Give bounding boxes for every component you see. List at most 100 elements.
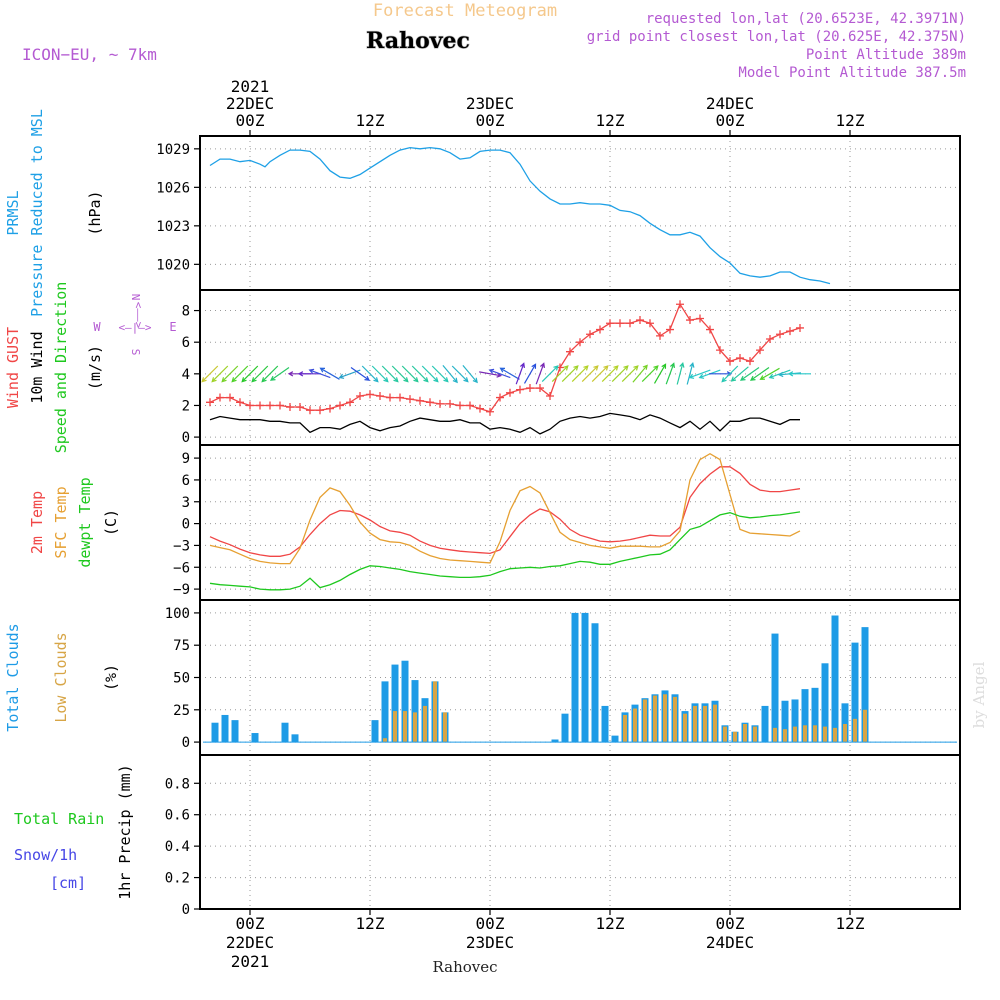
y-tick-label-pressure: 1029 <box>156 142 190 158</box>
wind-direction-arrow <box>421 365 439 383</box>
model-name: ICON−EU, ~ 7km <box>22 45 157 64</box>
compass-north: N <box>129 294 142 301</box>
y-tick-label-clouds: 100 <box>165 606 190 622</box>
side-label-total-clouds: Total Clouds <box>4 623 22 731</box>
x-tick-label-bottom: 12Z <box>596 914 625 933</box>
total-cloud-bar <box>611 735 619 743</box>
wind-direction-arrow <box>601 365 619 383</box>
low-cloud-bar <box>743 724 747 743</box>
gust-marker <box>466 401 474 410</box>
gust-marker <box>596 325 604 334</box>
low-cloud-bar <box>423 705 427 743</box>
wind-direction-arrow <box>611 365 629 383</box>
gust-marker <box>206 398 214 407</box>
wind-direction-arrow <box>730 366 749 382</box>
total-cloud-bar <box>781 700 789 743</box>
low-cloud-bar <box>713 704 717 743</box>
gust-marker <box>256 401 264 410</box>
y-axis-label-wind: (m/s) <box>86 345 104 390</box>
wind-direction-arrow <box>676 361 685 385</box>
wind-direction-arrow <box>632 364 648 383</box>
series-line-2m-temp <box>209 466 801 557</box>
wind-direction-arrow <box>523 363 537 384</box>
gust-marker <box>506 388 514 397</box>
side-label-prmsl: PRMSL <box>4 190 22 235</box>
x-tick-label-bottom: 23DEC <box>466 933 514 952</box>
gust-marker <box>606 319 614 328</box>
low-cloud-bar <box>693 705 697 743</box>
series-line-10m-wind <box>209 412 800 435</box>
x-tick-label-bottom: 12Z <box>356 914 385 933</box>
y-tick-label-temperature: −9 <box>173 582 190 598</box>
y-tick-label-clouds: 25 <box>173 703 190 719</box>
wind-direction-arrow <box>591 365 609 383</box>
series-group-pressure <box>209 146 831 285</box>
wind-direction-arrow <box>371 365 389 383</box>
gust-marker <box>686 316 694 325</box>
compass-west: W <box>93 320 101 334</box>
gust-marker <box>696 314 704 323</box>
gust-marker <box>356 391 364 400</box>
gust-marker <box>366 390 374 399</box>
gust-marker <box>676 300 684 309</box>
total-cloud-bar <box>561 713 569 743</box>
wind-direction-arrow <box>641 365 659 383</box>
wind-direction-arrow <box>561 365 579 383</box>
low-cloud-bar <box>393 711 397 743</box>
gust-marker <box>726 357 734 366</box>
gust-marker <box>476 404 484 413</box>
gust-marker <box>586 330 594 339</box>
series-line-dewpt-temp <box>209 511 801 591</box>
gust-marker <box>286 403 294 412</box>
model-point-altitude: Model Point Altitude 387.5m <box>738 65 966 81</box>
low-cloud-bar <box>653 695 657 743</box>
y-tick-label-temperature: 0 <box>182 517 190 533</box>
wind-direction-arrow <box>787 371 811 377</box>
wind-direction-arrow <box>231 365 249 383</box>
requested-coords: requested lon,lat (20.6523E, 42.3971N) <box>646 11 966 27</box>
y-tick-label-precip: 0.6 <box>165 808 190 824</box>
gust-marker <box>276 401 284 410</box>
gust-marker <box>296 403 304 412</box>
wind-direction-arrow <box>621 365 639 383</box>
gust-marker <box>386 393 394 402</box>
y-tick-label-wind: 0 <box>182 430 190 446</box>
gust-marker <box>516 385 524 394</box>
low-cloud-bar <box>623 714 627 743</box>
panel-frame-pressure <box>199 135 961 291</box>
low-cloud-bar <box>813 725 817 743</box>
wind-direction-arrow <box>686 361 695 385</box>
y-tick-label-pressure: 1020 <box>156 257 190 273</box>
faint-title: Forecast Meteogram <box>373 1 557 21</box>
x-tick-label-bottom: 00Z <box>236 914 265 933</box>
gust-marker <box>346 398 354 407</box>
low-cloud-bar <box>413 712 417 743</box>
wind-direction-arrow <box>721 365 739 383</box>
wind-direction-arrow <box>653 363 667 384</box>
x-tick-label-top: 12Z <box>596 111 625 130</box>
gust-marker <box>426 398 434 407</box>
low-cloud-bar <box>383 738 387 743</box>
total-cloud-bar <box>411 680 419 743</box>
low-cloud-bar <box>443 712 447 743</box>
gust-marker <box>736 354 744 363</box>
total-cloud-bar <box>281 722 289 743</box>
x-tick-label-top: 23DEC <box>466 94 514 113</box>
gust-marker <box>326 404 334 413</box>
low-cloud-bar <box>803 725 807 743</box>
y-tick-label-clouds: 75 <box>173 638 190 654</box>
low-cloud-bar <box>823 726 827 743</box>
gust-marker <box>616 319 624 328</box>
y-tick-label-pressure: 1026 <box>156 180 190 196</box>
total-cloud-bar <box>381 681 389 743</box>
total-cloud-bar <box>851 642 859 743</box>
wind-direction-arrow <box>581 365 599 383</box>
gust-marker <box>496 393 504 402</box>
total-cloud-bar <box>581 612 589 743</box>
total-cloud-bar <box>771 633 779 743</box>
total-cloud-bar <box>601 705 609 743</box>
side-label-2m-temp: 2m Temp <box>28 491 46 554</box>
y-tick-label-wind: 2 <box>182 398 190 414</box>
y-axis-label-temperature: (C) <box>102 509 120 536</box>
